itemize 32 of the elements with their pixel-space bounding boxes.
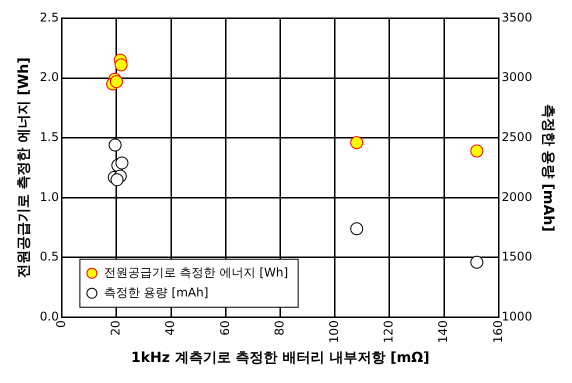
point (350, 136, 364, 150)
y2-tick-label: 1500 (502, 250, 532, 264)
y-tick-label: 0.5 (40, 250, 59, 264)
y-axis-title: 전원공급기로 측정한 에너지 [Wh] (16, 57, 32, 278)
y-tick-label: 1.0 (40, 190, 59, 204)
point (115, 156, 128, 170)
x-tick-label: 40 (163, 320, 178, 336)
point (108, 138, 122, 152)
x-tick-label: 120 (382, 320, 396, 344)
x-tick-label: 0 (54, 320, 68, 328)
point (110, 75, 123, 88)
y-tick-label: 1.5 (40, 130, 59, 144)
y-tick-label: 2.0 (40, 70, 59, 84)
point (470, 144, 484, 158)
y2-tick-label: 2000 (502, 190, 532, 204)
point (110, 173, 124, 186)
point (114, 58, 128, 72)
point (470, 256, 484, 269)
y2-axis-title: 측정한 용량 [mAh] (540, 104, 556, 232)
y2-tick-label: 3500 (502, 10, 532, 24)
y2-tick-label: 3000 (502, 70, 532, 84)
legend-label: 전원공급기로 측정한 에너지 [Wh] (104, 265, 288, 280)
x-tick-label: 80 (272, 320, 286, 336)
legend-label: 측정한 용량 [mAh] (104, 285, 208, 300)
x-tick-label: 60 (218, 320, 232, 336)
x-axis-title: 1kHz 계측기로 측정한 배터리 내부저항 [mΩ] (130, 350, 430, 366)
y-tick-label: 2.5 (40, 10, 59, 24)
x-tick-label: 140 (436, 320, 450, 344)
x-tick-label: 100 (326, 320, 341, 344)
y2-tick-label: 2500 (502, 130, 532, 144)
point (350, 222, 364, 236)
x-tick-label: 20 (108, 320, 123, 336)
